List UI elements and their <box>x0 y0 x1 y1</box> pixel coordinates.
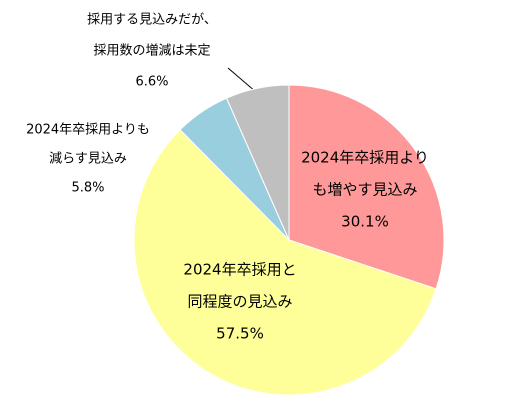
slice-label: 2024年卒採用よりも <box>26 123 150 138</box>
pie-slice <box>288 84 445 290</box>
value-label: 57.5% <box>216 325 264 343</box>
slice-label: 減らす見込み <box>49 151 127 167</box>
value-label: 6.6% <box>135 75 168 90</box>
pie-slice <box>225 84 290 241</box>
value-label: 5.8% <box>71 181 104 196</box>
value-label: 30.1% <box>341 213 389 231</box>
slice-label: も増やす見込み <box>312 181 417 199</box>
slice-label: 同程度の見込み <box>187 293 292 311</box>
slice-label: 採用する見込みだが、 <box>87 13 217 28</box>
slice-label: 2024年卒採用と <box>183 261 296 279</box>
slice-label: 2024年卒採用より <box>301 149 429 167</box>
pie-slice <box>133 129 437 396</box>
leader-line <box>227 67 257 93</box>
slice-label: 採用数の増減は未定 <box>93 43 210 59</box>
